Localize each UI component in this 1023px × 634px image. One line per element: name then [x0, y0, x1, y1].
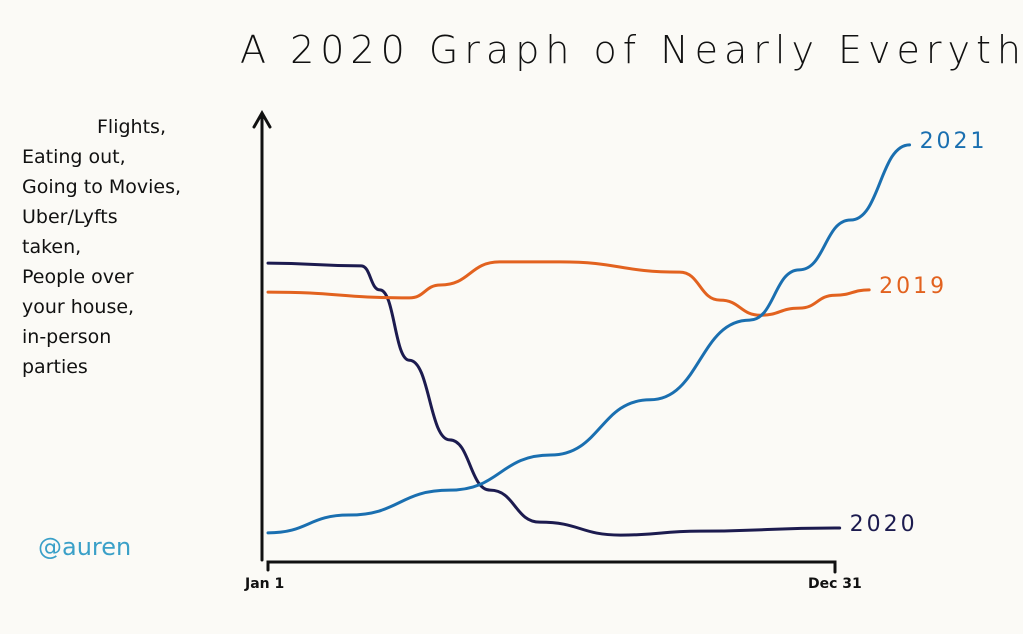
series-line-2019 — [266, 260, 871, 317]
y-label-line: taken, — [22, 236, 82, 258]
y-label-line: Eating out, — [22, 146, 126, 168]
x-axis — [266, 560, 837, 574]
y-label-line: your house, — [22, 296, 135, 318]
series-line-2021 — [266, 143, 912, 535]
y-label-line: Going to Movies, — [22, 176, 182, 198]
series-label-2019: 2019 — [879, 273, 948, 299]
series-label-2021: 2021 — [919, 128, 988, 154]
y-label-line: parties — [22, 356, 88, 378]
chart-title: A 2020 Graph of Nearly Everything — [240, 28, 1023, 72]
series-label-2020: 2020 — [849, 511, 918, 537]
x-tick-label-end: Dec 31 — [808, 576, 862, 592]
x-tick-label-start: Jan 1 — [245, 576, 285, 592]
signature: @auren — [38, 533, 132, 561]
y-axis — [252, 109, 272, 562]
y-label-line: in-person — [22, 326, 112, 348]
y-label-line: Uber/Lyfts — [22, 206, 118, 228]
y-label-line: People over — [22, 266, 134, 288]
series-line-2020 — [266, 261, 842, 537]
y-label-line: Flights, — [97, 116, 166, 138]
y-axis-label: Flights, Eating out, Going to Movies, Ub… — [22, 112, 237, 382]
